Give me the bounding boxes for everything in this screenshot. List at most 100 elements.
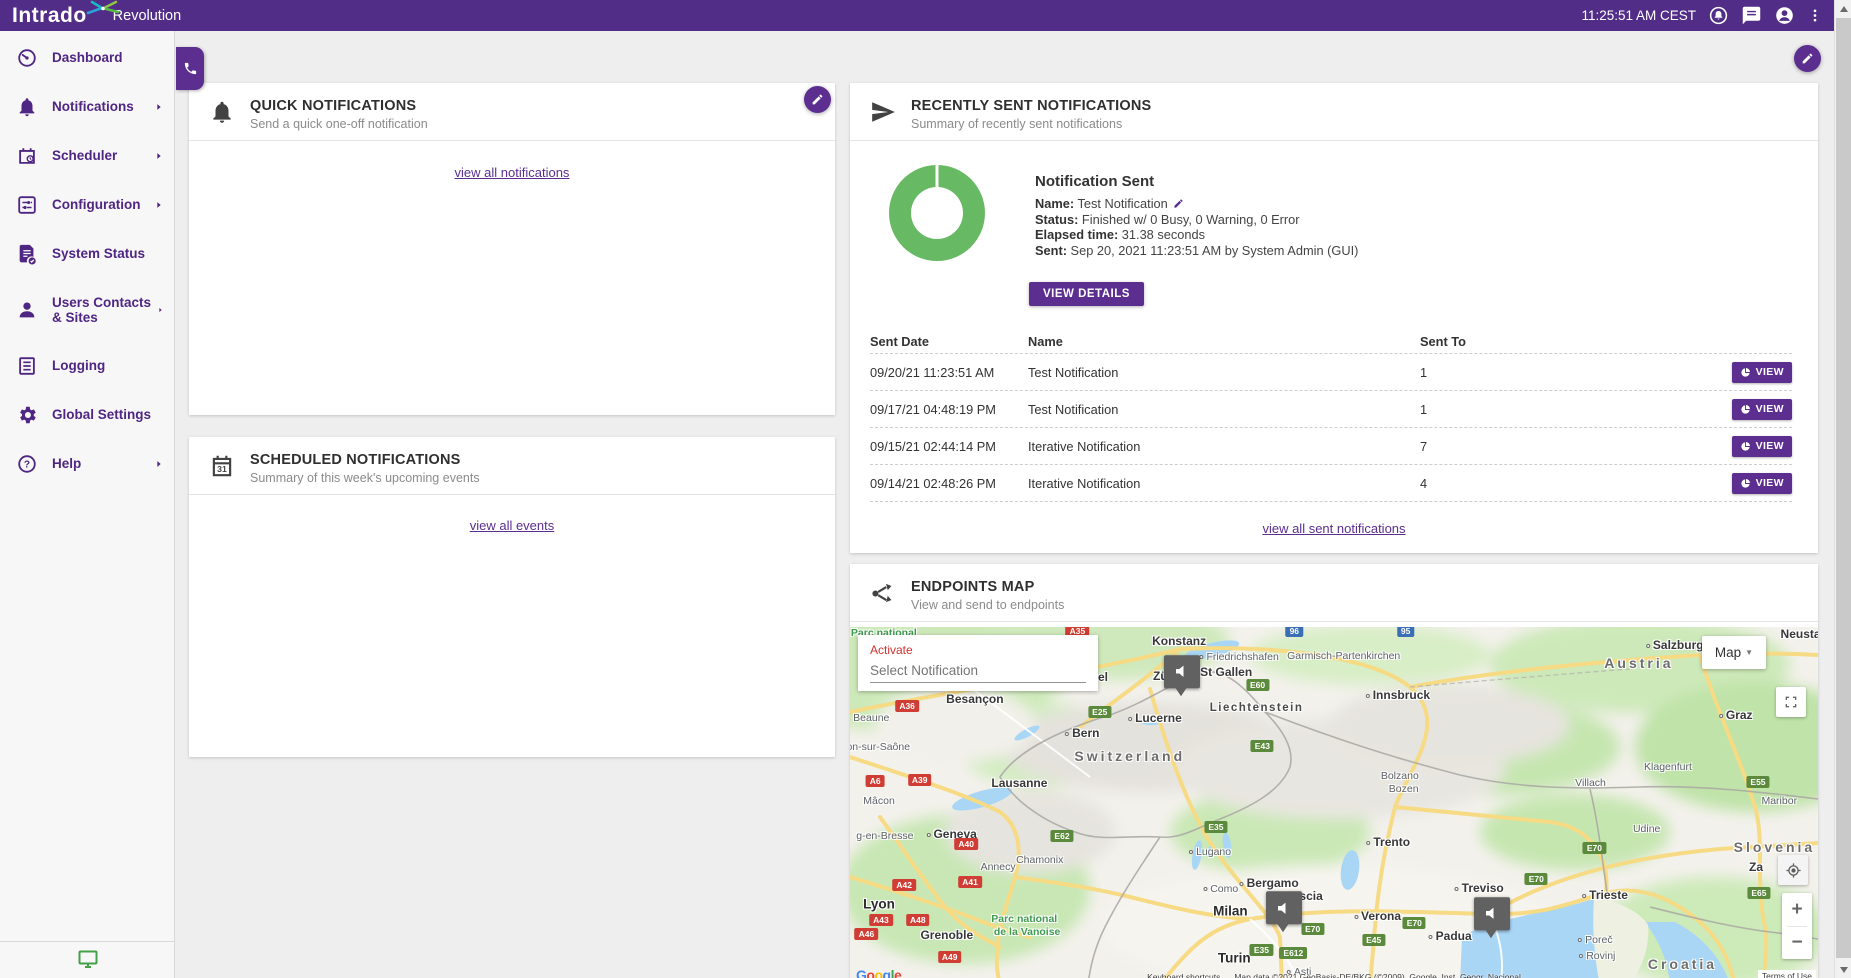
status-donut-chart <box>889 165 985 261</box>
quick-call-tab[interactable] <box>176 47 204 90</box>
bell-icon <box>209 99 235 125</box>
alarm-icon[interactable] <box>1708 5 1729 26</box>
pie-chart-icon <box>1740 478 1751 489</box>
sidebar-item-icon <box>16 453 38 475</box>
sidebar-nav: Dashboard Notifications Scheduler Config… <box>0 31 174 488</box>
scroll-down-arrow[interactable] <box>1835 961 1851 978</box>
kebab-menu-icon[interactable] <box>1807 5 1823 26</box>
sidebar-item-scheduler[interactable]: Scheduler <box>0 131 174 180</box>
sidebar-item-label: Notifications <box>52 99 134 114</box>
product-name: Revolution <box>112 7 182 24</box>
endpoint-marker[interactable] <box>1164 655 1201 697</box>
detail-field: Elapsed time: 31.38 seconds <box>1035 227 1206 243</box>
card-title: RECENTLY SENT NOTIFICATIONS <box>911 98 1152 114</box>
status-heading: Notification Sent <box>1035 173 1155 190</box>
sidebar-item-icon <box>16 145 38 167</box>
pie-chart-icon <box>1740 441 1751 452</box>
target-icon <box>1785 862 1802 879</box>
scrollbar-thumb[interactable] <box>1836 18 1851 958</box>
zoom-out-button[interactable]: − <box>1782 927 1812 960</box>
table-row: 09/15/21 02:44:14 PM Iterative Notificat… <box>870 428 1792 465</box>
card-header: RECENTLY SENT NOTIFICATIONS Summary of r… <box>850 83 1818 141</box>
sidebar-item-system-status[interactable]: System Status <box>0 229 174 278</box>
view-all-notifications-link[interactable]: view all notifications <box>454 165 570 180</box>
view-button[interactable]: VIEW <box>1731 361 1792 383</box>
select-notification-dropdown[interactable]: Select Notification <box>870 663 1086 683</box>
detail-field: Status: Finished w/ 0 Busy, 0 Warning, 0… <box>1035 211 1300 227</box>
table-header: Sent Date Name Sent To <box>870 330 1792 354</box>
sidebar-item-icon <box>16 194 38 216</box>
sidebar-item-label: Logging <box>52 358 106 373</box>
sidebar-divider <box>0 941 175 942</box>
endpoints-map[interactable]: Switzerland Austria Slovenia Croatia Liechte… <box>850 627 1818 978</box>
dragonfly-icon <box>86 0 120 14</box>
sidebar-item-dashboard[interactable]: Dashboard <box>0 33 174 82</box>
send-icon <box>870 99 896 125</box>
view-all-sent-link[interactable]: view all sent notifications <box>1262 521 1406 536</box>
edit-name-icon[interactable] <box>1173 198 1184 209</box>
scheduled-notifications-card: 31 SCHEDULED NOTIFICATIONS Summary of th… <box>189 437 835 757</box>
cell-sent-date: 09/15/21 02:44:14 PM <box>870 438 996 454</box>
endpoint-marker[interactable] <box>1473 897 1510 939</box>
monitor-icon[interactable] <box>76 947 100 971</box>
endpoint-marker[interactable] <box>1265 891 1302 933</box>
sidebar-item-icon <box>16 355 38 377</box>
clock: 11:25:51 AM CEST <box>1581 8 1696 23</box>
chat-icon[interactable] <box>1741 5 1762 26</box>
card-header: ENDPOINTS MAP View and send to endpoints <box>850 564 1818 622</box>
account-icon[interactable] <box>1774 5 1795 26</box>
card-subtitle: View and send to endpoints <box>911 598 1065 612</box>
view-all-events-link[interactable]: view all events <box>469 518 555 533</box>
card-subtitle: Summary of recently sent notifications <box>911 117 1123 131</box>
edit-dashboard-button[interactable] <box>1794 45 1821 72</box>
my-location-button[interactable] <box>1778 855 1808 885</box>
speaker-icon <box>1483 905 1501 923</box>
detail-field: Sent: Sep 20, 2021 11:23:51 AM by System… <box>1035 242 1359 258</box>
scrollbar <box>1834 0 1851 978</box>
calendar-31-icon: 31 <box>212 455 232 477</box>
cell-name: Test Notification <box>1028 401 1119 417</box>
sidebar-item-help[interactable]: Help <box>0 439 174 488</box>
intrado-logo[interactable]: Intrado <box>12 0 120 29</box>
endpoints-map-card: ENDPOINTS MAP View and send to endpoints <box>850 564 1818 978</box>
view-button[interactable]: VIEW <box>1731 398 1792 420</box>
map-type-button[interactable]: Map ▼ <box>1702 636 1766 669</box>
scroll-up-arrow[interactable] <box>1835 0 1851 17</box>
view-button[interactable]: VIEW <box>1731 435 1792 457</box>
speaker-icon <box>1275 899 1293 917</box>
view-details-button[interactable]: VIEW DETAILS <box>1029 282 1144 306</box>
sidebar-item-label: Scheduler <box>52 148 118 163</box>
table-row: 09/17/21 04:48:19 PM Test Notification 1… <box>870 391 1792 428</box>
sidebar-item-configuration[interactable]: Configuration <box>0 180 174 229</box>
sidebar-item-icon <box>16 96 38 118</box>
fullscreen-button[interactable] <box>1776 687 1806 717</box>
endpoints-icon <box>870 580 896 606</box>
google-logo[interactable]: Google <box>856 967 902 978</box>
sidebar-item-icon <box>16 243 38 265</box>
cell-name: Test Notification <box>1028 364 1119 380</box>
chevron-right-icon <box>154 102 164 112</box>
edit-quick-notifications-button[interactable] <box>804 86 831 113</box>
sidebar: Dashboard Notifications Scheduler Config… <box>0 31 175 978</box>
sidebar-item-label: System Status <box>52 246 146 261</box>
terms-of-use-link[interactable]: Terms of Use <box>1757 970 1816 978</box>
card-subtitle: Send a quick one-off notification <box>250 117 428 131</box>
zoom-in-button[interactable]: + <box>1782 893 1812 926</box>
col-name: Name <box>1028 334 1063 349</box>
sidebar-item-notifications[interactable]: Notifications <box>0 82 174 131</box>
sidebar-item-label: Dashboard <box>52 50 123 65</box>
keyboard-shortcuts-link[interactable]: Keyboard shortcuts <box>1147 972 1221 978</box>
table-row: 09/14/21 02:48:26 PM Iterative Notificat… <box>870 465 1792 502</box>
sidebar-item-label: Help <box>52 456 82 471</box>
caret-down-icon: ▼ <box>1745 648 1754 657</box>
activate-heading: Activate <box>870 643 913 657</box>
map-attribution: Keyboard shortcuts Map data ©2021 GeoBas… <box>850 972 1818 978</box>
sidebar-item-users-contacts-sites[interactable]: Users Contacts & Sites <box>0 278 174 341</box>
sidebar-item-logging[interactable]: Logging <box>0 341 174 390</box>
quick-notifications-card: QUICK NOTIFICATIONS Send a quick one-off… <box>189 83 835 415</box>
cell-name: Iterative Notification <box>1028 438 1141 454</box>
sidebar-item-global-settings[interactable]: Global Settings <box>0 390 174 439</box>
pie-chart-icon <box>1740 367 1751 378</box>
sidebar-item-icon <box>16 299 38 321</box>
view-button[interactable]: VIEW <box>1731 472 1792 494</box>
